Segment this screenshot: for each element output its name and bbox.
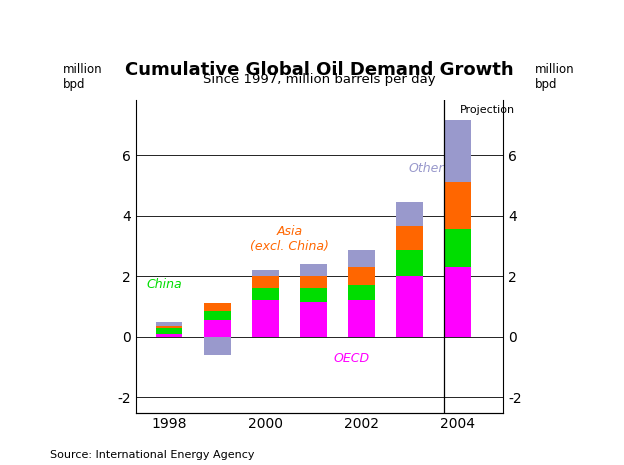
Bar [156, 322, 182, 326]
Bar [300, 264, 326, 276]
Bar [252, 288, 278, 300]
Bar [444, 267, 471, 337]
Bar [348, 267, 375, 286]
Bar [348, 251, 375, 267]
Bar [204, 337, 230, 355]
Bar [252, 300, 278, 337]
Bar [396, 276, 423, 337]
Bar [444, 229, 471, 267]
Bar [204, 311, 230, 320]
Bar [444, 182, 471, 229]
Text: Source: International Energy Agency: Source: International Energy Agency [50, 450, 255, 460]
Text: Asia
(excl. China): Asia (excl. China) [250, 226, 329, 253]
Text: Other: Other [409, 162, 444, 175]
Bar [300, 276, 326, 288]
Bar [396, 226, 423, 251]
Bar [396, 251, 423, 276]
Bar [444, 120, 471, 182]
Bar [252, 276, 278, 288]
Bar [396, 202, 423, 226]
Bar [348, 286, 375, 300]
Bar [300, 302, 326, 337]
Bar [156, 326, 182, 328]
Text: million
bpd: million bpd [535, 63, 574, 91]
Bar [156, 328, 182, 334]
Text: China: China [147, 279, 182, 292]
Bar [300, 288, 326, 302]
Text: Since 1997, million barrels per day: Since 1997, million barrels per day [203, 73, 436, 86]
Text: OECD: OECD [334, 352, 370, 365]
Bar [204, 304, 230, 311]
Bar [156, 334, 182, 337]
Bar [348, 300, 375, 337]
Bar [252, 270, 278, 276]
Text: million
bpd: million bpd [63, 63, 102, 91]
Bar [204, 320, 230, 337]
Text: Projection: Projection [460, 105, 515, 115]
Title: Cumulative Global Oil Demand Growth: Cumulative Global Oil Demand Growth [125, 61, 514, 80]
